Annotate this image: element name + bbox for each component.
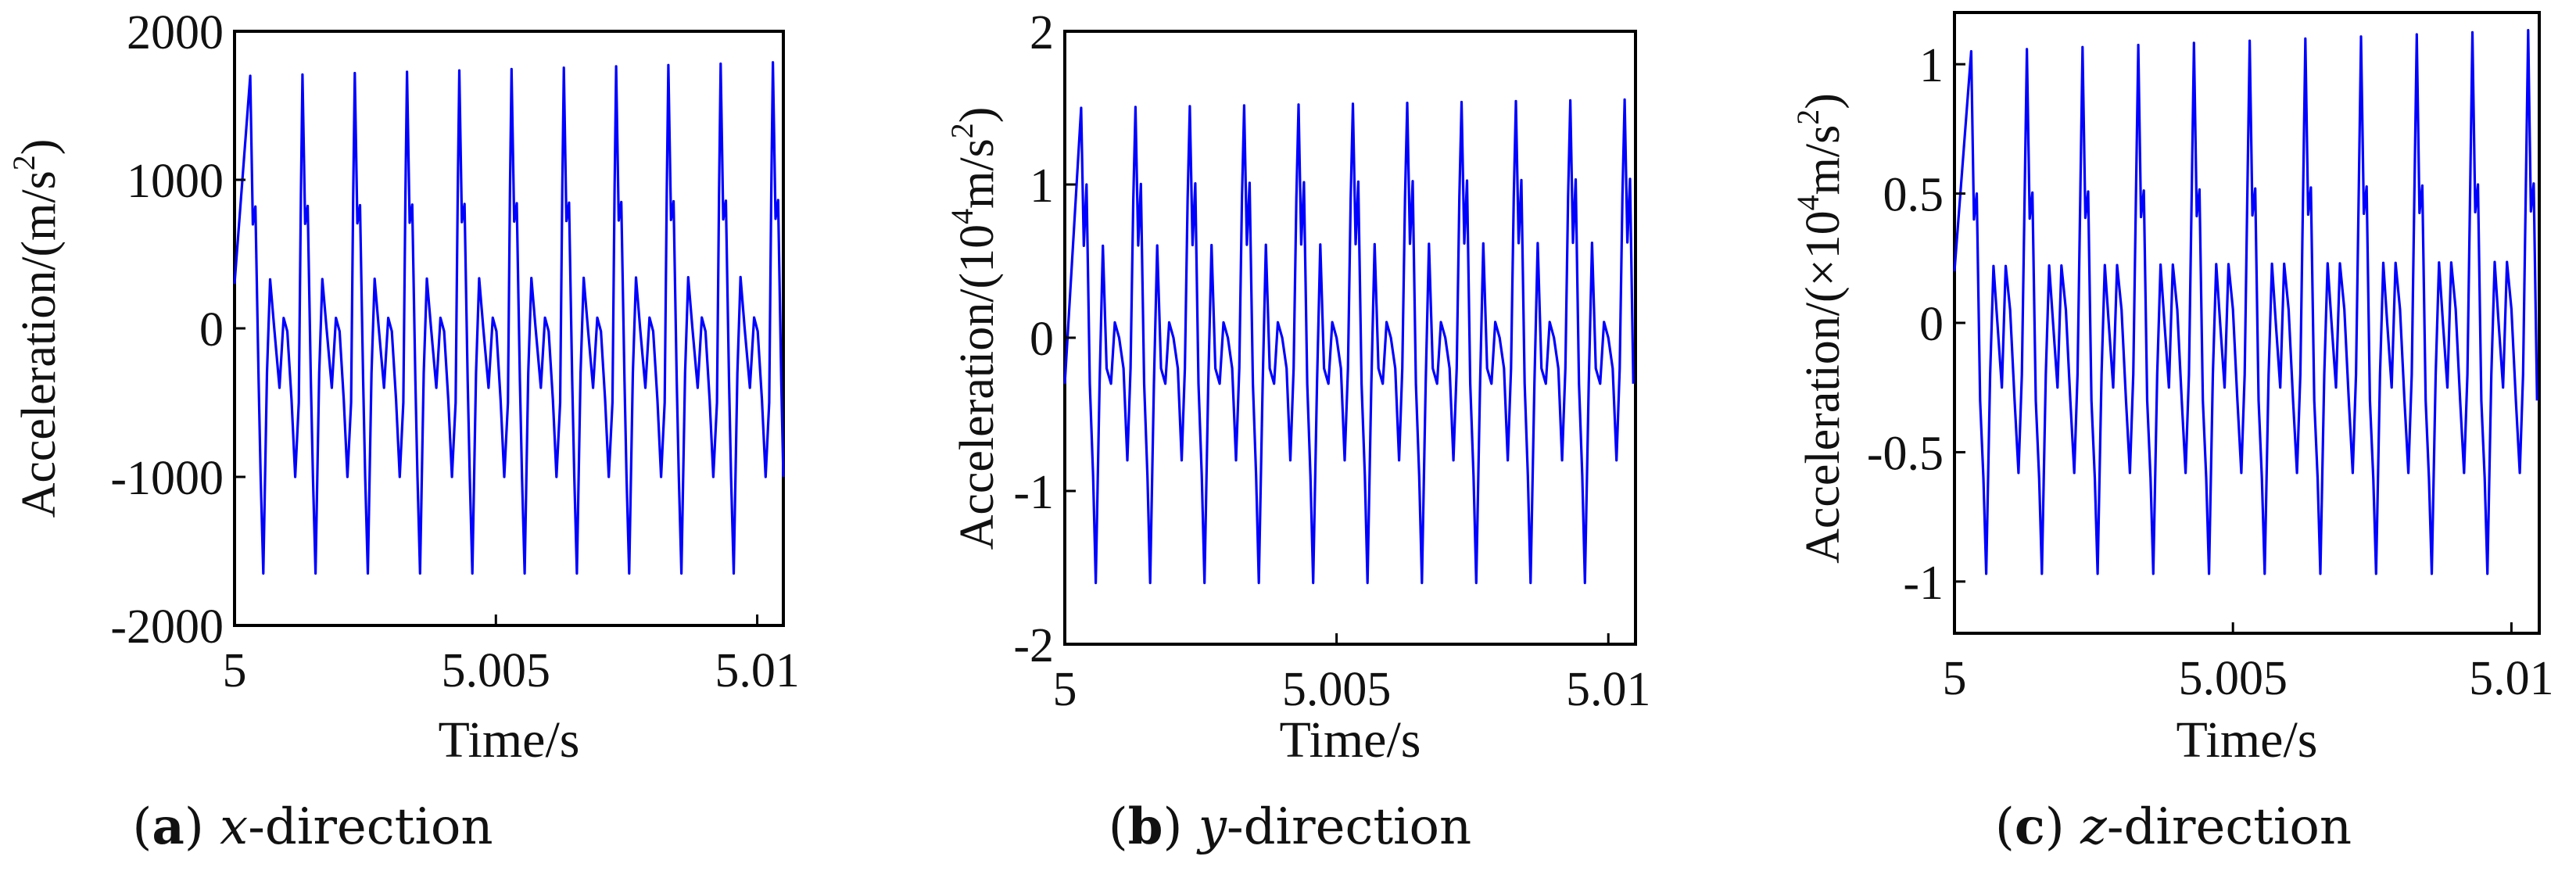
chart-c-ylabel-close: ) — [1797, 93, 1850, 109]
caption-c-suffix: -direction — [2106, 798, 2352, 856]
caption-c-label: c — [2014, 797, 2045, 856]
chart-c-ylabel-sup: 4 — [1790, 195, 1825, 210]
caption-b-variable: y — [1198, 798, 1227, 856]
caption-a-label: a — [152, 797, 185, 856]
chart-c-ytick-label: 0.5 — [1883, 169, 1944, 222]
chart-a-ytick-label: 1000 — [127, 155, 224, 208]
chart-a-ytick-label: 0 — [199, 303, 224, 357]
chart-b-xlabel: Time/s — [1280, 711, 1421, 769]
chart-b-ytick-label: 0 — [1030, 313, 1054, 366]
chart-a-ytick-label: -1000 — [110, 452, 224, 505]
chart-b-ylabel-mid: m/s — [951, 138, 1004, 209]
caption-b-suffix: -direction — [1226, 798, 1472, 856]
chart-a-ytick-label: -2000 — [110, 600, 224, 654]
chart-a-lines — [233, 61, 785, 575]
chart-c-ylabel-sup2: 2 — [1790, 109, 1825, 125]
chart-c-lines — [1953, 29, 2538, 575]
chart-c-ytick-label: -1 — [1903, 557, 1944, 610]
chart-a-ylabel-close: ) — [13, 139, 66, 156]
chart-b-lines — [1063, 98, 1635, 585]
chart-b-ytick-label: -1 — [1013, 466, 1054, 519]
chart-c-ylabel: Acceleration/(×104m/s2) — [1790, 93, 1850, 564]
chart-c-xlabel: Time/s — [2177, 711, 2318, 769]
chart-c-xtick-label: 5 — [1943, 652, 1967, 705]
chart-b-ylabel-main: Acceleration/(10 — [951, 224, 1004, 550]
caption-a-suffix: -direction — [248, 798, 493, 856]
caption-b-label: b — [1127, 797, 1163, 856]
chart-b-xtick-label: 5.005 — [1282, 663, 1392, 716]
chart-a-series-line — [233, 61, 785, 575]
chart-a-ytick-label: 2000 — [127, 6, 224, 59]
chart-a: 5 5.005 5.01 -2000 -1000 0 1000 2000 Time/s Acc… — [6, 6, 800, 769]
chart-c-ytick-label: 0 — [1919, 298, 1944, 351]
chart-c-series-line — [1953, 29, 2538, 575]
chart-a-xtick-label: 5.01 — [715, 644, 800, 697]
chart-a-xtick-label: 5 — [223, 644, 247, 697]
chart-a-xlabel: Time/s — [439, 711, 580, 769]
caption-a-variable: x — [220, 798, 249, 856]
chart-c-ylabel-mid: m/s — [1797, 125, 1850, 195]
chart-b-ylabel-sup2: 2 — [944, 123, 980, 138]
chart-c-ylabel-main: Acceleration/(×10 — [1797, 210, 1850, 564]
chart-b-ylabel-sup: 4 — [944, 209, 980, 224]
chart-b-xtick-label: 5 — [1053, 663, 1077, 716]
chart-c: 5 5.005 5.01 -1 -0.5 0 0.5 1 Time/s Acceleratio… — [1790, 11, 2554, 769]
chart-b-xtick-label: 5.01 — [1566, 663, 1651, 716]
chart-b-series-line — [1063, 98, 1635, 585]
chart-b-ytick-label: -2 — [1013, 619, 1054, 672]
chart-c-xtick-label: 5.005 — [2178, 652, 2288, 705]
chart-b-ylabel: Acceleration/(104m/s2) — [944, 107, 1004, 550]
caption-b: (b) y-direction — [1108, 797, 1472, 856]
chart-a-ylabel-sup: 2 — [6, 155, 41, 170]
caption-c: (c) z-direction — [1994, 797, 2352, 856]
chart-a-ticks: 5 5.005 5.01 -2000 -1000 0 1000 2000 — [110, 6, 799, 697]
chart-b: 5 5.005 5.01 -2 -1 0 1 2 Time/s Acceleration/(1… — [944, 6, 1650, 769]
chart-b-ytick-label: 2 — [1030, 6, 1054, 59]
caption-a: (a) x-direction — [132, 797, 493, 856]
chart-a-ylabel-main: Acceleration/(m/s — [13, 170, 66, 518]
chart-a-xtick-label: 5.005 — [442, 644, 551, 697]
chart-c-xtick-label: 5.01 — [2469, 652, 2554, 705]
chart-c-ticks: 5 5.005 5.01 -1 -0.5 0 0.5 1 — [1867, 39, 2554, 705]
chart-c-ytick-label: -0.5 — [1867, 427, 1944, 480]
chart-b-ylabel-close: ) — [951, 107, 1004, 124]
chart-c-ytick-label: 1 — [1919, 39, 1944, 92]
chart-b-ticks: 5 5.005 5.01 -2 -1 0 1 2 — [1013, 6, 1650, 716]
chart-b-ytick-label: 1 — [1030, 159, 1054, 213]
caption-c-variable: z — [2080, 798, 2107, 856]
chart-a-ylabel: Acceleration/(m/s2) — [6, 139, 66, 518]
